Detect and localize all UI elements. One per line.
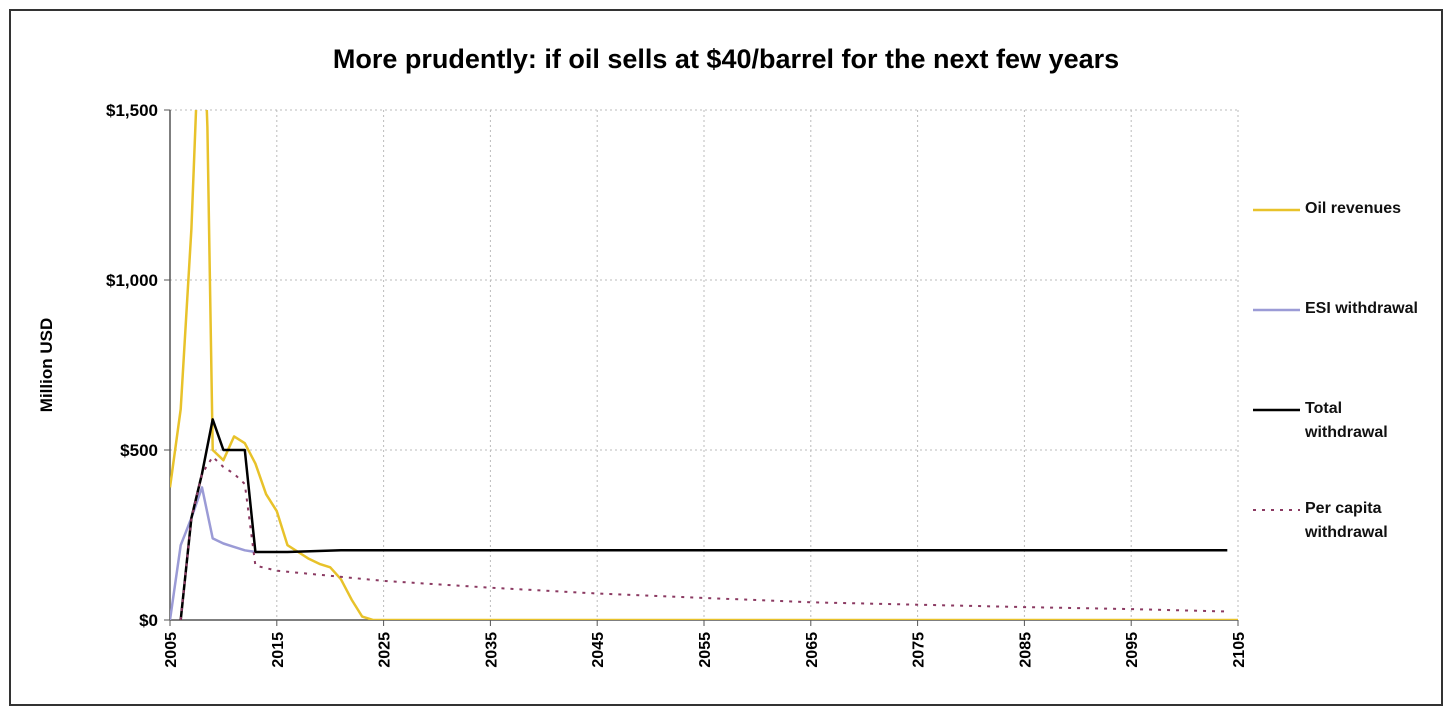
- y-tick-label: $1,500: [106, 101, 158, 120]
- chart-title: More prudently: if oil sells at $40/barr…: [333, 44, 1119, 74]
- x-tick-label: 2055: [697, 632, 714, 668]
- legend-label: Total withdrawal: [1305, 400, 1388, 441]
- x-tick-label: 2045: [590, 632, 607, 668]
- series-line: [179, 418, 1228, 620]
- y-tick-label: $500: [120, 441, 158, 460]
- series-line: [179, 455, 1228, 620]
- x-tick-label: 2015: [270, 632, 287, 668]
- legend-label: Per capita withdrawal: [1305, 500, 1388, 541]
- y-axis-label: Million USD: [37, 318, 56, 412]
- x-tick-label: 2005: [163, 632, 180, 668]
- x-tick-label: 2075: [911, 632, 928, 668]
- x-tick-label: 2105: [1231, 632, 1248, 668]
- x-tick-label: 2035: [483, 632, 500, 668]
- series-line: [170, 486, 256, 620]
- legend-label: Oil revenues: [1305, 200, 1402, 217]
- x-tick-label: 2065: [804, 632, 821, 668]
- plot-area: [170, 110, 1238, 620]
- x-tick-label: 2025: [377, 632, 394, 668]
- series-line: [170, 110, 1238, 620]
- y-tick-label: $0: [139, 611, 158, 630]
- x-tick-label: 2095: [1124, 632, 1141, 668]
- x-tick-label: 2085: [1017, 632, 1034, 668]
- y-tick-label: $1,000: [106, 271, 158, 290]
- frame: [9, 9, 1443, 706]
- legend-label: ESI withdrawal: [1305, 300, 1418, 317]
